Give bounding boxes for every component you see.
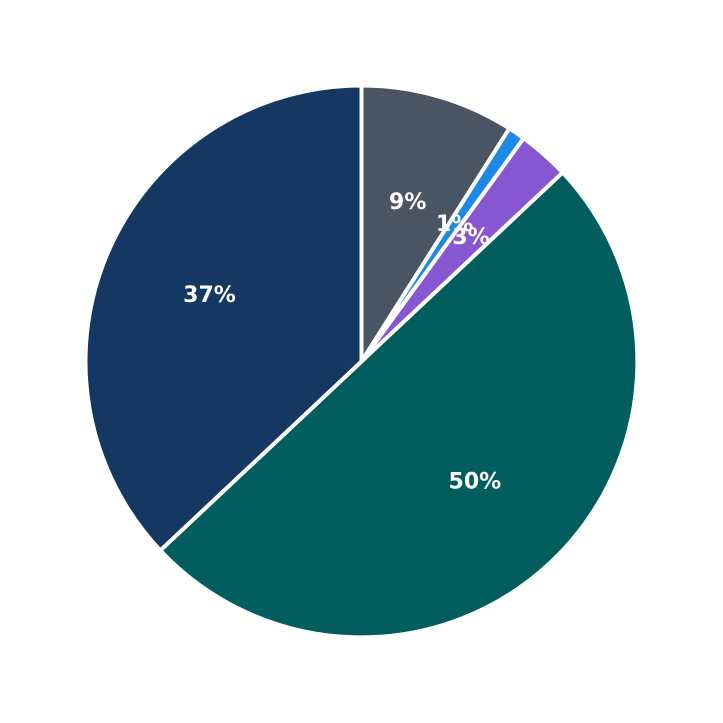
pie-slice-label-3: 50% (449, 470, 502, 495)
pie-slice-0 (359, 83, 512, 364)
pie-slice-label-2: 3% (452, 225, 489, 250)
pie-slice-label-1: 1% (436, 212, 473, 237)
pie-labels: 9% 1%3% 50% 37% (183, 190, 501, 495)
pie-slice-4 (83, 83, 364, 553)
pie-slice-label-4: 37% (183, 283, 236, 308)
pie-slices (83, 83, 640, 640)
pie-slice-3 (158, 170, 640, 640)
pie-slice-label-0: 9% (389, 190, 426, 215)
